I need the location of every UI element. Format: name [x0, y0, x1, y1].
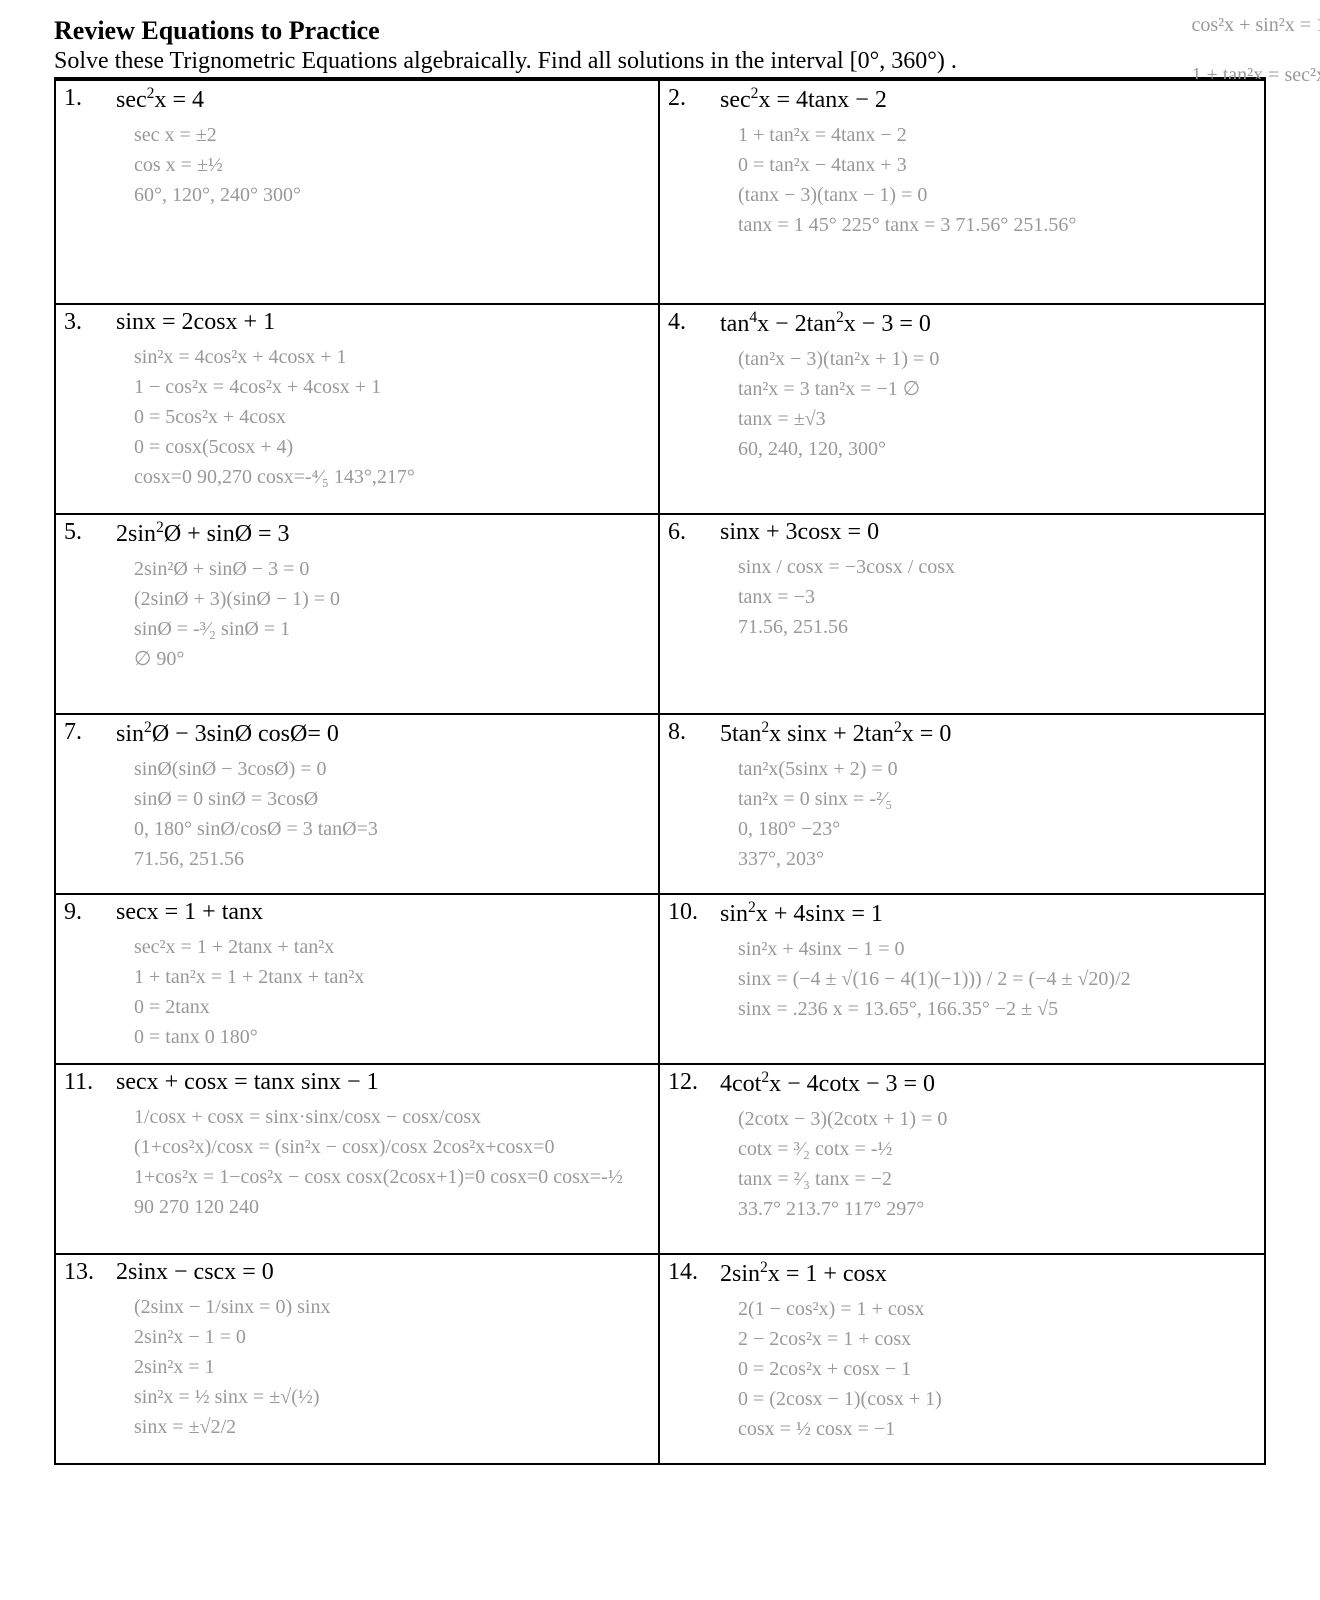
problem-cell: 10.sin2x + 4sinx = 1sin²x + 4sinx − 1 = …: [660, 893, 1264, 1063]
problem-equation: 5tan2x sinx + 2tan2x = 0: [720, 719, 951, 748]
problem-number: 2.: [668, 85, 720, 112]
problem-cell: 13.2sinx − cscx = 0(2sinx − 1/sinx = 0) …: [56, 1253, 660, 1463]
handwritten-work: tan²x(5sinx + 2) = 0 tan²x = 0 sinx = -²…: [668, 748, 1256, 874]
problem-equation: sec2x = 4: [116, 85, 204, 114]
problem-equation: sin2x + 4sinx = 1: [720, 899, 883, 928]
problem-cell: 6.sinx + 3cosx = 0sinx / cosx = −3cosx /…: [660, 513, 1264, 713]
problem-number: 4.: [668, 309, 720, 336]
handwritten-work: sinØ(sinØ − 3cosØ) = 0 sinØ = 0 sinØ = 3…: [64, 748, 650, 874]
handwritten-work: sin²x = 4cos²x + 4cosx + 1 1 − cos²x = 4…: [64, 336, 650, 492]
problem-equation: secx + cosx = tanx sinx − 1: [116, 1069, 379, 1096]
problem-number: 12.: [668, 1069, 720, 1096]
handwritten-work: 2(1 − cos²x) = 1 + cosx 2 − 2cos²x = 1 +…: [668, 1288, 1256, 1444]
handwritten-work: 1 + tan²x = 4tanx − 2 0 = tan²x − 4tanx …: [668, 114, 1256, 240]
problem-equation: sinx + 3cosx = 0: [720, 519, 879, 546]
problem-number: 10.: [668, 899, 720, 926]
handwritten-work: sec²x = 1 + 2tanx + tan²x 1 + tan²x = 1 …: [64, 926, 650, 1052]
problem-cell: 8.5tan2x sinx + 2tan2x = 0tan²x(5sinx + …: [660, 713, 1264, 893]
handwritten-work: (tan²x − 3)(tan²x + 1) = 0 tan²x = 3 tan…: [668, 338, 1256, 464]
problem-equation: 2sin2x = 1 + cosx: [720, 1259, 887, 1288]
handwritten-work: sinx / cosx = −3cosx / cosx tanx = −3 71…: [668, 546, 1256, 642]
margin-identity-1: cos²x + sin²x = 1: [1191, 14, 1320, 37]
problem-number: 1.: [64, 85, 116, 112]
handwritten-work: 1/cosx + cosx = sinx·sinx/cosx − cosx/co…: [64, 1096, 650, 1222]
problem-number: 3.: [64, 309, 116, 336]
problem-equation: 2sinx − cscx = 0: [116, 1259, 274, 1286]
problem-number: 11.: [64, 1069, 116, 1096]
handwritten-work: (2sinx − 1/sinx = 0) sinx 2sin²x − 1 = 0…: [64, 1286, 650, 1442]
problem-cell: 5.2sin2Ø + sinØ = 32sin²Ø + sinØ − 3 = 0…: [56, 513, 660, 713]
page-title: Review Equations to Practice: [54, 16, 1266, 46]
problem-number: 7.: [64, 719, 116, 746]
handwritten-work: sin²x + 4sinx − 1 = 0 sinx = (−4 ± √(16 …: [668, 928, 1256, 1024]
problem-equation: sin2Ø − 3sinØ cosØ= 0: [116, 719, 339, 748]
problem-equation: tan4x − 2tan2x − 3 = 0: [720, 309, 931, 338]
problem-cell: 7.sin2Ø − 3sinØ cosØ= 0sinØ(sinØ − 3cosØ…: [56, 713, 660, 893]
problem-number: 14.: [668, 1259, 720, 1286]
handwritten-work: sec x = ±2 cos x = ±½ 60°, 120°, 240° 30…: [64, 114, 650, 210]
problem-cell: 12.4cot2x − 4cotx − 3 = 0(2cotx − 3)(2co…: [660, 1063, 1264, 1253]
problem-cell: 11.secx + cosx = tanx sinx − 11/cosx + c…: [56, 1063, 660, 1253]
problem-number: 8.: [668, 719, 720, 746]
handwritten-work: 2sin²Ø + sinØ − 3 = 0 (2sinØ + 3)(sinØ −…: [64, 548, 650, 674]
handwritten-work: (2cotx − 3)(2cotx + 1) = 0 cotx = ³⁄₂ co…: [668, 1098, 1256, 1224]
problem-equation: 4cot2x − 4cotx − 3 = 0: [720, 1069, 935, 1098]
problem-equation: secx = 1 + tanx: [116, 899, 263, 926]
worksheet-header: Review Equations to Practice Solve these…: [54, 16, 1266, 79]
problem-cell: 1.sec2x = 4sec x = ±2 cos x = ±½ 60°, 12…: [56, 79, 660, 303]
problem-grid: 1.sec2x = 4sec x = ±2 cos x = ±½ 60°, 12…: [54, 79, 1266, 1465]
problem-equation: sec2x = 4tanx − 2: [720, 85, 887, 114]
problem-number: 5.: [64, 519, 116, 546]
problem-cell: 3.sinx = 2cosx + 1sin²x = 4cos²x + 4cosx…: [56, 303, 660, 513]
problem-cell: 2.sec2x = 4tanx − 21 + tan²x = 4tanx − 2…: [660, 79, 1264, 303]
problem-cell: 9.secx = 1 + tanxsec²x = 1 + 2tanx + tan…: [56, 893, 660, 1063]
problem-number: 9.: [64, 899, 116, 926]
problem-cell: 14.2sin2x = 1 + cosx2(1 − cos²x) = 1 + c…: [660, 1253, 1264, 1463]
page-subtitle: Solve these Trignometric Equations algeb…: [54, 48, 1266, 79]
problem-equation: 2sin2Ø + sinØ = 3: [116, 519, 290, 548]
problem-equation: sinx = 2cosx + 1: [116, 309, 275, 336]
problem-number: 13.: [64, 1259, 116, 1286]
problem-cell: 4.tan4x − 2tan2x − 3 = 0(tan²x − 3)(tan²…: [660, 303, 1264, 513]
problem-number: 6.: [668, 519, 720, 546]
